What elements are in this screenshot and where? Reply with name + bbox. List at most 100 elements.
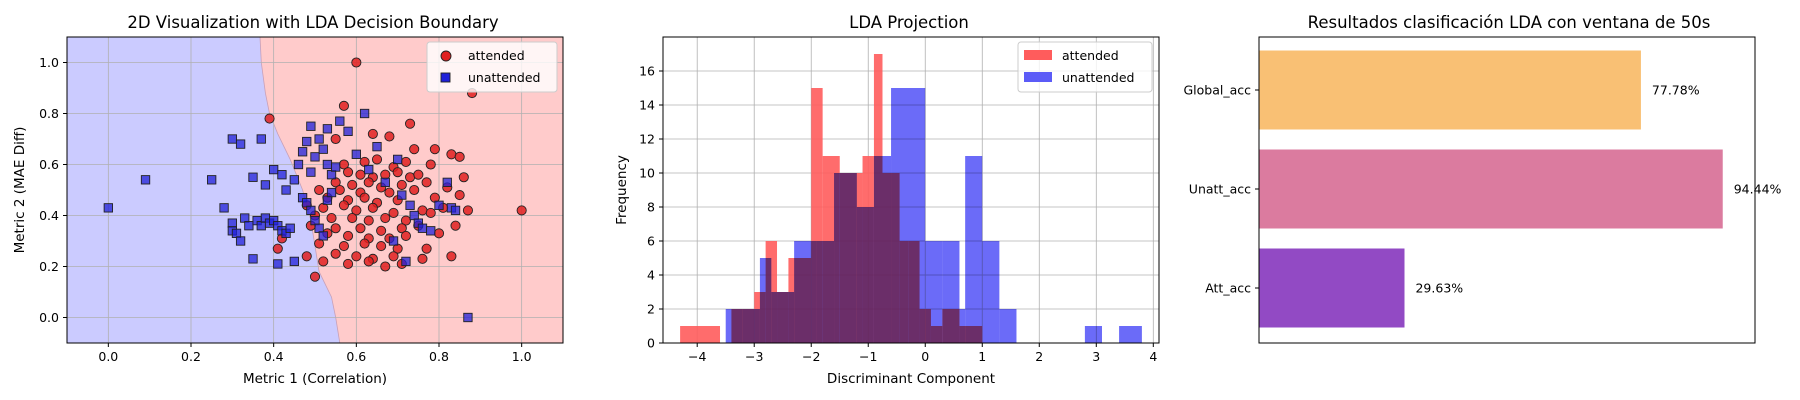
- unattended-point: [310, 215, 320, 226]
- y-tick-label: 0.0: [39, 310, 59, 325]
- unattended-point: [401, 256, 411, 267]
- histogram-chart: LDA Projection −4 −3 −2 −1 0 1 2 3 4024681012141…: [614, 13, 1160, 387]
- attended-point: [446, 251, 457, 262]
- histogram-legend: attended unattended: [1017, 41, 1153, 93]
- scatter-y-axis-label: Metric 2 (MAE Diff): [12, 127, 28, 254]
- decision-boundary-line: [259, 37, 341, 343]
- unattended-point: [289, 175, 299, 185]
- legend-attended-marker-icon: [440, 50, 452, 62]
- attended-histogram-bar: [811, 88, 823, 343]
- unattended-point: [277, 170, 287, 180]
- attended-point: [338, 241, 349, 252]
- attended-point: [367, 128, 378, 139]
- unattended-point: [314, 223, 324, 233]
- unattended-histogram-bar: [1084, 326, 1102, 343]
- unattended-point: [289, 256, 299, 267]
- unattended-histogram-bar: [965, 156, 983, 343]
- y-tick-label: 0.4: [39, 208, 59, 223]
- y-tick-label: Global_acc: [1183, 83, 1251, 98]
- accuracy-bar-chart: Resultados clasificación LDA con ventana…: [1183, 13, 1782, 344]
- attended-point: [409, 144, 420, 155]
- unattended-point: [248, 172, 258, 182]
- histogram-y-axis-label: Frequency: [614, 155, 630, 225]
- unattended-point: [364, 164, 374, 175]
- attended-point: [429, 144, 440, 155]
- unattended-point: [140, 175, 151, 185]
- unattended-point: [405, 200, 415, 210]
- histogram-title: LDA Projection: [849, 13, 969, 32]
- unattended-point: [326, 187, 337, 198]
- unattended-point: [256, 134, 266, 144]
- unattended-point: [227, 218, 237, 228]
- attended-point: [384, 131, 395, 142]
- y-tick-label: Att_acc: [1205, 281, 1251, 296]
- unattended-point: [248, 254, 258, 264]
- y-tick-label: 14: [639, 98, 655, 113]
- unattended-histogram-bar: [891, 88, 926, 343]
- unattended-point: [318, 231, 328, 241]
- attended-point: [409, 184, 420, 196]
- attended-point: [405, 118, 416, 129]
- unattended-point: [388, 236, 399, 246]
- legend-attended-label: attended: [1062, 48, 1119, 63]
- unattended-point: [393, 154, 403, 165]
- unattended-point: [306, 205, 316, 216]
- attended-point: [363, 177, 374, 188]
- unattended-point: [318, 144, 328, 154]
- attended-point: [264, 113, 275, 124]
- attended-point: [462, 205, 473, 216]
- attended-point: [330, 223, 341, 234]
- x-tick-label: 2: [1035, 349, 1043, 364]
- unattended-point: [256, 221, 266, 231]
- unattended-point: [306, 121, 316, 131]
- attended-point: [392, 167, 403, 178]
- attended-point: [338, 200, 349, 211]
- scatter-legend: attended unattended: [426, 41, 558, 93]
- y-tick-label: 1.0: [39, 55, 59, 70]
- unatt_acc-bar: [1259, 149, 1723, 229]
- x-tick-label: −3: [745, 349, 763, 364]
- attended-point: [425, 159, 436, 170]
- bar-value-label: 77.78%: [1652, 83, 1700, 98]
- unattended-point: [322, 124, 333, 134]
- attended-point: [388, 207, 399, 218]
- unattended-point: [463, 312, 473, 323]
- unattended-point: [297, 147, 308, 157]
- unattended-histogram-bar: [742, 309, 760, 343]
- attended-point: [363, 215, 374, 226]
- unattended-point: [293, 159, 304, 170]
- attended-point: [355, 169, 366, 180]
- unattended-histogram-bar: [771, 292, 795, 343]
- attended-point: [405, 172, 416, 183]
- unattended-point: [359, 108, 370, 119]
- attended-point: [376, 225, 387, 236]
- unattended-histogram-bar: [794, 241, 817, 343]
- unattended-histogram-bar: [759, 258, 772, 343]
- unattended-histogram-bar: [925, 241, 943, 343]
- x-tick-label: 0: [921, 349, 929, 364]
- unattended-point: [227, 134, 237, 144]
- unattended-point: [442, 177, 452, 187]
- bar-value-label: 29.63%: [1415, 281, 1463, 296]
- attended-point: [450, 220, 461, 231]
- unattended-point: [314, 134, 324, 144]
- attended-point: [318, 256, 329, 267]
- attended-point: [454, 190, 465, 201]
- y-tick-label: 0: [647, 336, 655, 351]
- y-tick-label: 6: [647, 234, 655, 249]
- unattended-point: [335, 116, 345, 126]
- unattended-histogram-bar: [873, 156, 892, 343]
- attended-point: [371, 154, 383, 165]
- attended-point: [343, 258, 354, 270]
- y-tick-label: 0.2: [39, 259, 59, 274]
- unattended-point: [450, 205, 461, 216]
- histogram-plot-frame: [662, 36, 1160, 344]
- y-tick-label: 0.6: [39, 157, 59, 172]
- scatter-chart: 2D Visualization with LDA Decision Bound…: [12, 13, 564, 387]
- attended-point: [458, 172, 469, 183]
- attended-point: [421, 177, 432, 188]
- histogram-x-axis-label: Discriminant Component: [827, 371, 995, 387]
- x-tick-label: 1.0: [512, 349, 532, 364]
- unattended-point: [235, 236, 246, 246]
- y-tick-label: 2: [647, 302, 655, 317]
